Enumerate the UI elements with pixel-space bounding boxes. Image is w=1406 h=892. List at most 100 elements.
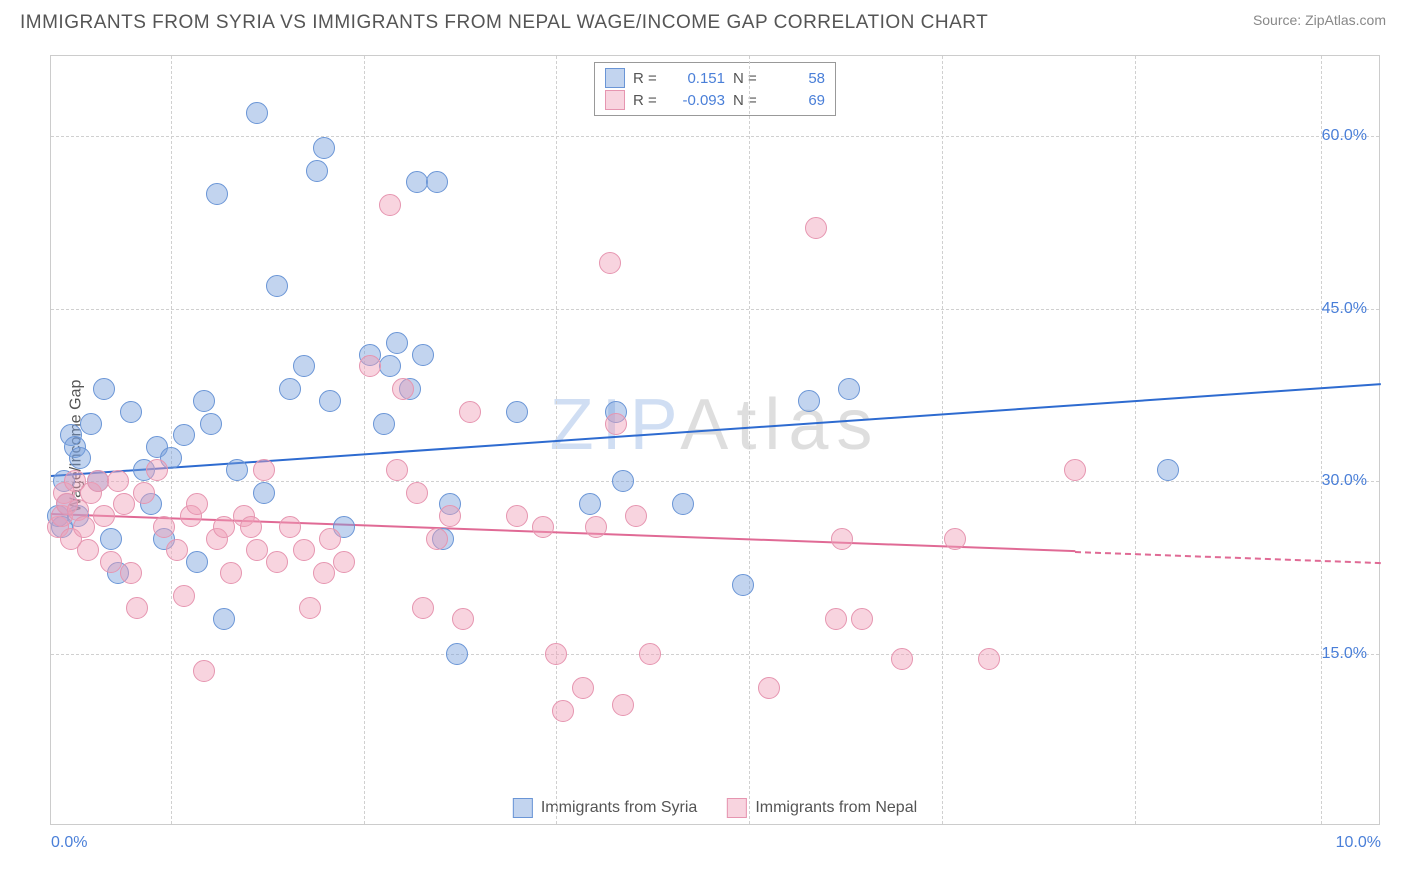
data-point bbox=[293, 539, 315, 561]
data-point bbox=[313, 137, 335, 159]
data-point bbox=[246, 539, 268, 561]
data-point bbox=[386, 332, 408, 354]
data-point bbox=[944, 528, 966, 550]
data-point bbox=[732, 574, 754, 596]
data-point bbox=[279, 516, 301, 538]
data-point bbox=[120, 562, 142, 584]
data-point bbox=[253, 482, 275, 504]
data-point bbox=[186, 493, 208, 515]
x-tick-label: 0.0% bbox=[51, 834, 87, 852]
data-point bbox=[406, 482, 428, 504]
data-point bbox=[612, 694, 634, 716]
data-point bbox=[585, 516, 607, 538]
grid-line-v bbox=[749, 56, 750, 824]
trend-line bbox=[51, 384, 1381, 478]
y-tick-label: 30.0% bbox=[1322, 472, 1367, 490]
data-point bbox=[412, 597, 434, 619]
y-tick-label: 60.0% bbox=[1322, 127, 1367, 145]
watermark: ZIPAtlas bbox=[550, 384, 881, 466]
data-point bbox=[831, 528, 853, 550]
data-point bbox=[672, 493, 694, 515]
data-point bbox=[406, 171, 428, 193]
series-legend: Immigrants from Syria Immigrants from Nep… bbox=[513, 798, 917, 818]
data-point bbox=[412, 344, 434, 366]
series-legend-item: Immigrants from Syria bbox=[513, 798, 697, 818]
data-point bbox=[126, 597, 148, 619]
data-point bbox=[279, 378, 301, 400]
correlation-legend-row: R =-0.093N =69 bbox=[605, 89, 825, 111]
data-point bbox=[153, 516, 175, 538]
data-point bbox=[100, 528, 122, 550]
data-point bbox=[69, 447, 91, 469]
data-point bbox=[306, 160, 328, 182]
data-point bbox=[506, 401, 528, 423]
data-point bbox=[426, 528, 448, 550]
data-point bbox=[758, 677, 780, 699]
grid-line-h bbox=[51, 309, 1379, 310]
data-point bbox=[80, 413, 102, 435]
data-point bbox=[605, 413, 627, 435]
data-point bbox=[193, 660, 215, 682]
data-point bbox=[891, 648, 913, 670]
data-point bbox=[439, 505, 461, 527]
n-value: 58 bbox=[769, 70, 825, 87]
grid-line-h bbox=[51, 481, 1379, 482]
x-tick-label: 10.0% bbox=[1336, 834, 1381, 852]
data-point bbox=[87, 470, 109, 492]
data-point bbox=[266, 551, 288, 573]
data-point bbox=[532, 516, 554, 538]
data-point bbox=[838, 378, 860, 400]
data-point bbox=[639, 643, 661, 665]
data-point bbox=[206, 183, 228, 205]
data-point bbox=[146, 459, 168, 481]
grid-line-v bbox=[942, 56, 943, 824]
data-point bbox=[459, 401, 481, 423]
data-point bbox=[319, 528, 341, 550]
chart-title: IMMIGRANTS FROM SYRIA VS IMMIGRANTS FROM… bbox=[20, 12, 988, 34]
data-point bbox=[552, 700, 574, 722]
r-value: -0.093 bbox=[669, 92, 725, 109]
data-point bbox=[625, 505, 647, 527]
data-point bbox=[133, 482, 155, 504]
data-point bbox=[220, 562, 242, 584]
data-point bbox=[213, 516, 235, 538]
data-point bbox=[798, 390, 820, 412]
data-point bbox=[173, 424, 195, 446]
data-point bbox=[319, 390, 341, 412]
n-label: N = bbox=[733, 92, 761, 109]
legend-swatch bbox=[727, 798, 747, 818]
n-label: N = bbox=[733, 70, 761, 87]
series-legend-item: Immigrants from Nepal bbox=[727, 798, 917, 818]
data-point bbox=[426, 171, 448, 193]
data-point bbox=[246, 102, 268, 124]
legend-swatch bbox=[605, 68, 625, 88]
data-point bbox=[200, 413, 222, 435]
data-point bbox=[851, 608, 873, 630]
data-point bbox=[293, 355, 315, 377]
data-point bbox=[166, 539, 188, 561]
series-legend-label: Immigrants from Syria bbox=[541, 799, 697, 817]
r-label: R = bbox=[633, 70, 661, 87]
source-attribution: Source: ZipAtlas.com bbox=[1253, 12, 1386, 28]
data-point bbox=[825, 608, 847, 630]
data-point bbox=[572, 677, 594, 699]
data-point bbox=[193, 390, 215, 412]
data-point bbox=[1064, 459, 1086, 481]
data-point bbox=[978, 648, 1000, 670]
r-value: 0.151 bbox=[669, 70, 725, 87]
y-tick-label: 45.0% bbox=[1322, 300, 1367, 318]
legend-swatch bbox=[513, 798, 533, 818]
n-value: 69 bbox=[769, 92, 825, 109]
data-point bbox=[240, 516, 262, 538]
grid-line-v bbox=[364, 56, 365, 824]
data-point bbox=[120, 401, 142, 423]
data-point bbox=[73, 516, 95, 538]
data-point bbox=[1157, 459, 1179, 481]
data-point bbox=[805, 217, 827, 239]
data-point bbox=[253, 459, 275, 481]
data-point bbox=[173, 585, 195, 607]
data-point bbox=[186, 551, 208, 573]
data-point bbox=[299, 597, 321, 619]
data-point bbox=[599, 252, 621, 274]
correlation-legend: R =0.151N =58R =-0.093N =69 bbox=[594, 62, 836, 116]
